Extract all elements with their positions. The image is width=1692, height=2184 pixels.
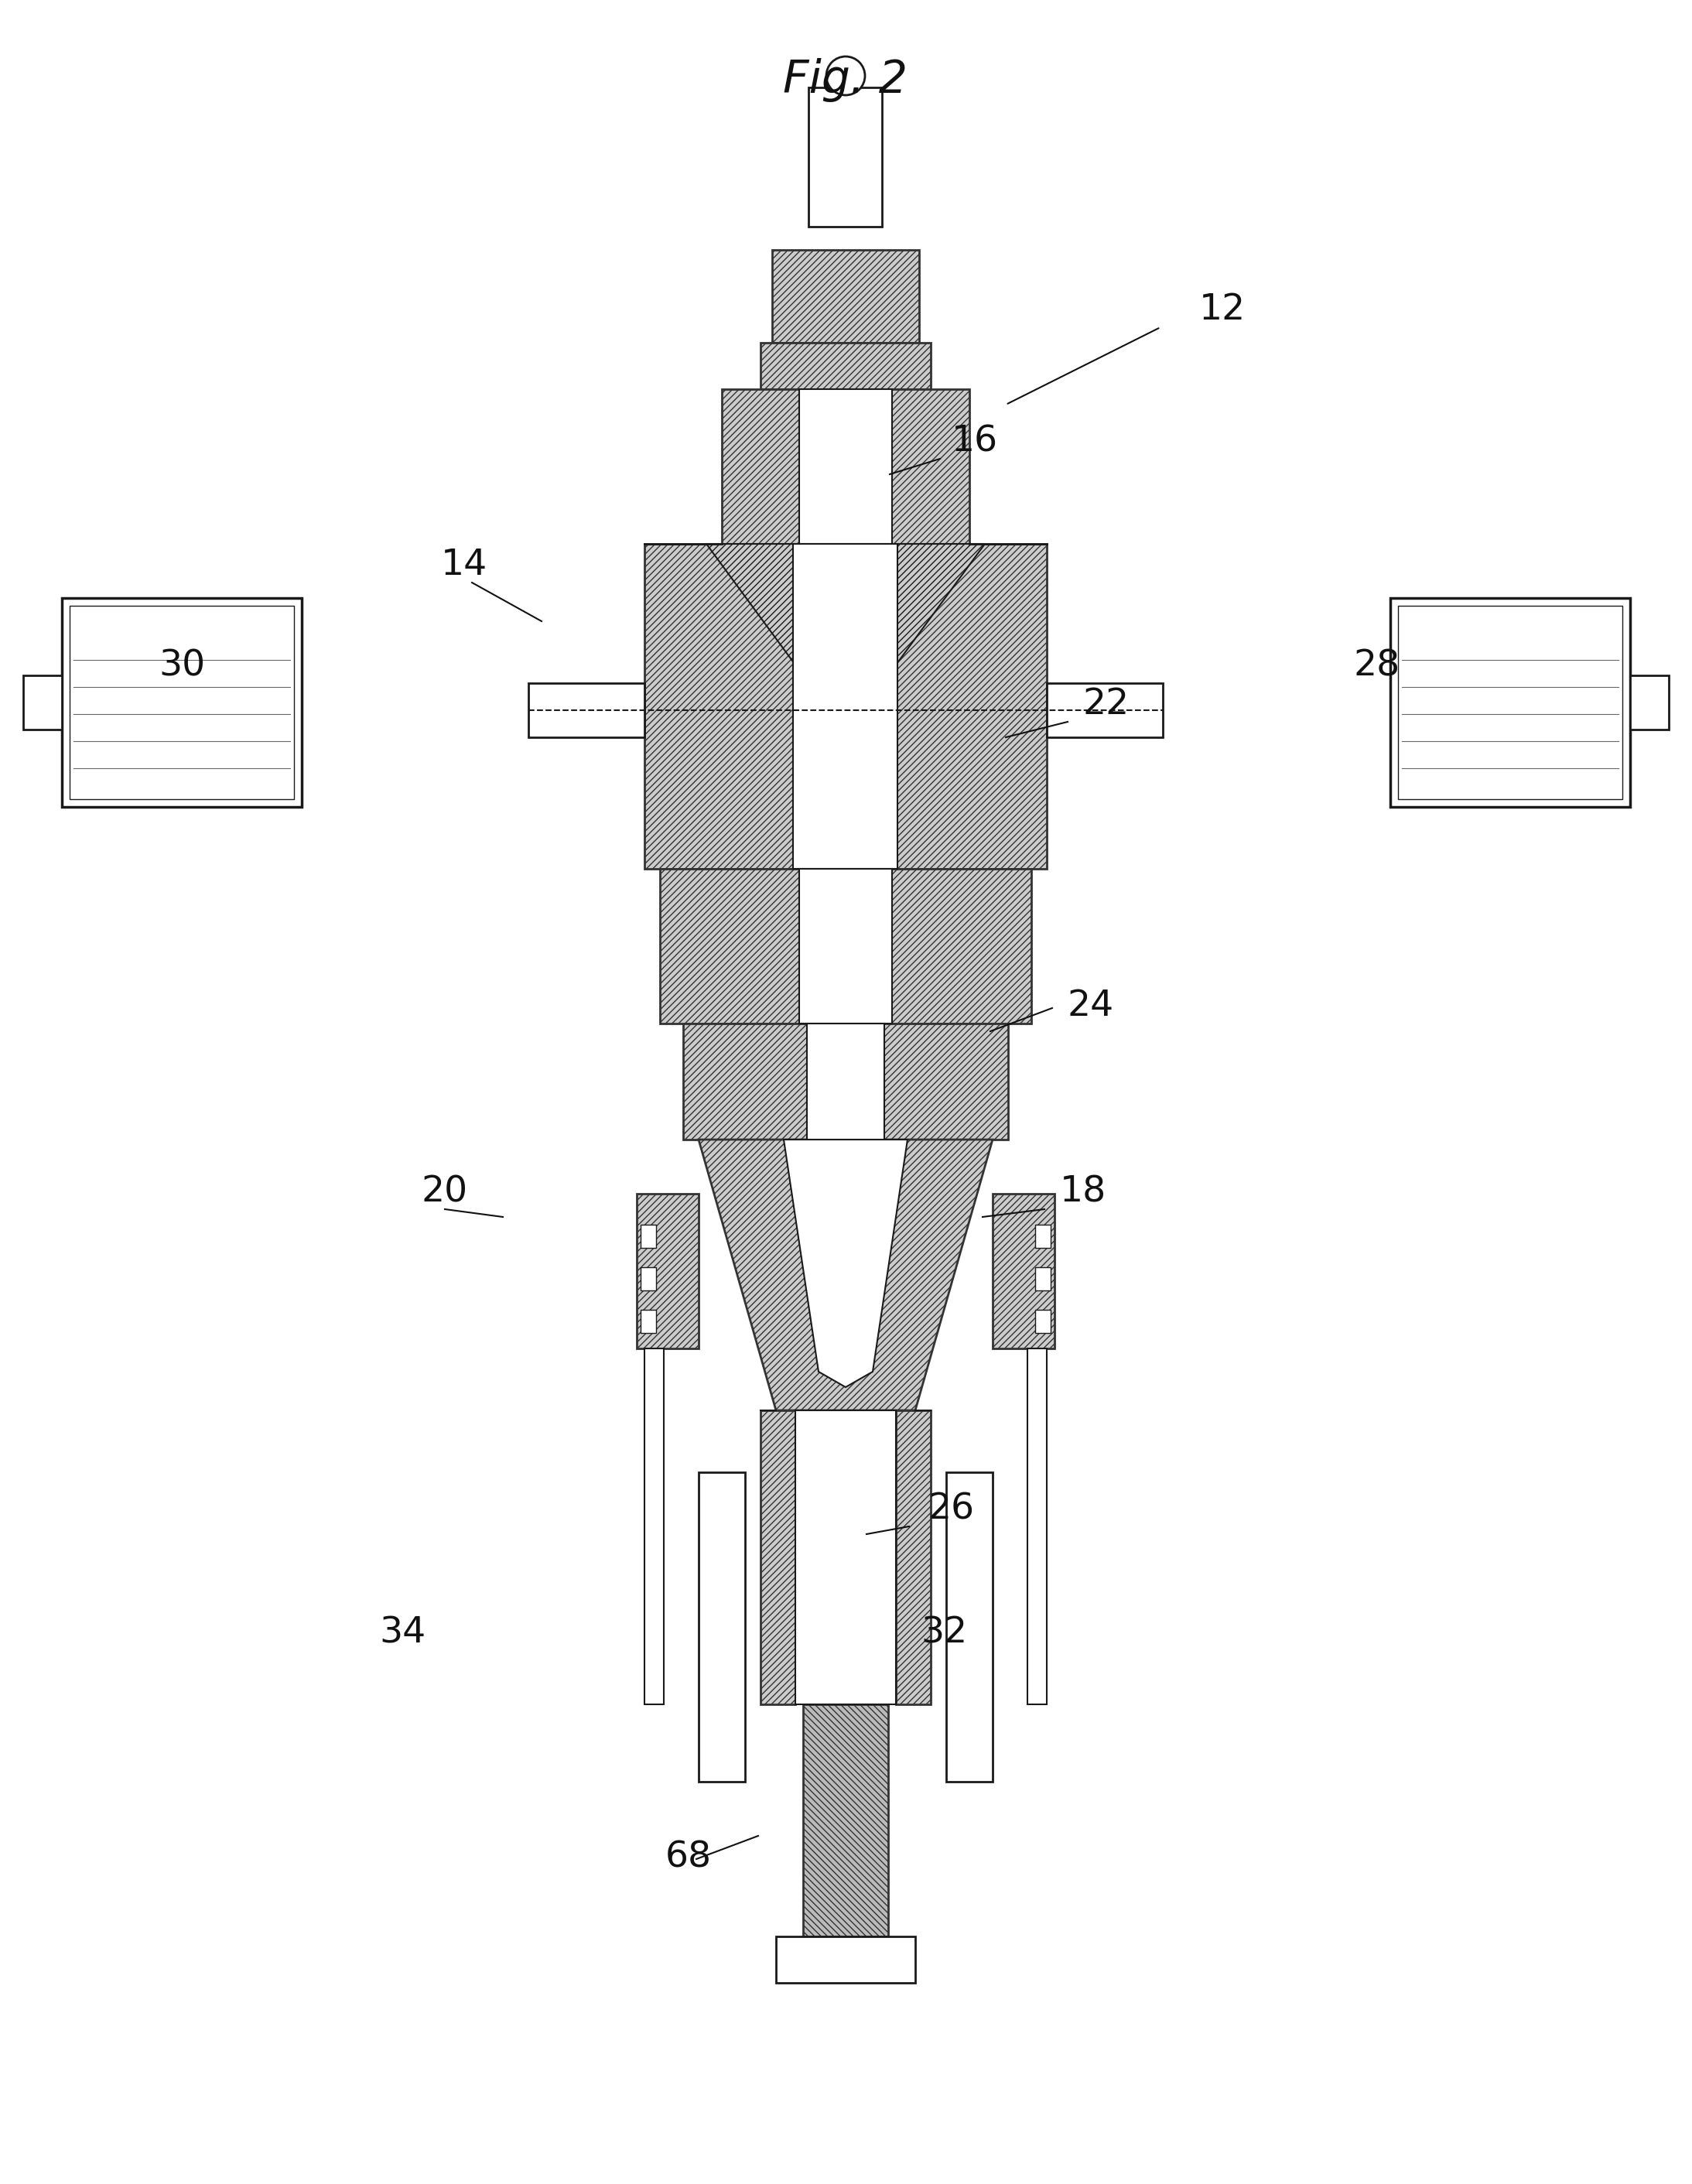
Bar <box>946 1472 993 1782</box>
Bar <box>799 869 892 1024</box>
Bar <box>1398 605 1623 799</box>
Polygon shape <box>760 1411 795 1704</box>
Polygon shape <box>699 1140 993 1411</box>
Bar <box>1629 675 1668 729</box>
Text: 16: 16 <box>951 424 998 459</box>
Polygon shape <box>772 249 919 343</box>
Bar <box>641 1267 656 1291</box>
Bar <box>1036 1267 1051 1291</box>
Text: 14: 14 <box>442 548 487 583</box>
Polygon shape <box>760 343 931 389</box>
Polygon shape <box>660 869 1032 1024</box>
Bar <box>641 1310 656 1332</box>
Polygon shape <box>804 1704 888 1937</box>
Bar <box>777 1937 915 1983</box>
Polygon shape <box>645 544 1047 869</box>
Polygon shape <box>684 1024 1008 1140</box>
Polygon shape <box>706 544 985 806</box>
Bar <box>1036 1310 1051 1332</box>
Bar <box>1027 1348 1047 1704</box>
Text: 12: 12 <box>1200 293 1245 328</box>
Polygon shape <box>722 389 970 544</box>
Text: 26: 26 <box>929 1492 975 1527</box>
Text: 22: 22 <box>1083 688 1130 721</box>
Bar <box>807 1024 885 1140</box>
Bar <box>645 1348 663 1704</box>
Polygon shape <box>783 1140 907 1387</box>
Text: Fig. 2: Fig. 2 <box>783 57 909 103</box>
Text: 30: 30 <box>159 649 205 684</box>
Bar <box>641 1225 656 1247</box>
Bar <box>809 87 882 227</box>
Bar <box>1047 684 1162 738</box>
Text: 68: 68 <box>665 1839 712 1874</box>
Bar <box>795 1411 895 1704</box>
Bar <box>63 598 301 806</box>
Polygon shape <box>895 1411 931 1704</box>
Text: 28: 28 <box>1354 649 1401 684</box>
Bar <box>528 684 645 738</box>
Text: 32: 32 <box>920 1616 968 1651</box>
Bar <box>1391 598 1629 806</box>
Polygon shape <box>993 1195 1054 1348</box>
Bar <box>699 1472 744 1782</box>
Bar <box>1036 1225 1051 1247</box>
Circle shape <box>826 57 865 96</box>
Text: 20: 20 <box>421 1175 469 1210</box>
Polygon shape <box>636 1195 699 1348</box>
Text: 18: 18 <box>1059 1175 1107 1210</box>
Bar <box>69 605 294 799</box>
Polygon shape <box>799 1511 892 1666</box>
Bar <box>799 389 892 544</box>
Bar <box>794 544 898 869</box>
Text: 24: 24 <box>1068 989 1115 1024</box>
Bar <box>24 675 63 729</box>
Text: 34: 34 <box>379 1616 426 1651</box>
